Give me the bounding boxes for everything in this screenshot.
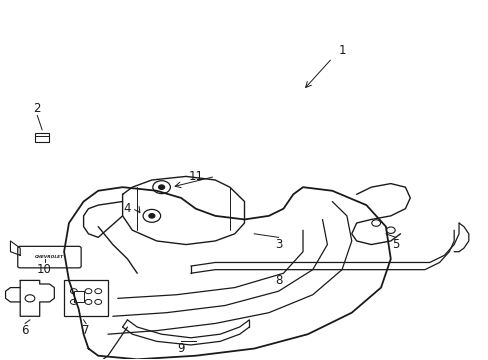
Bar: [74, 291, 83, 302]
Text: 1: 1: [338, 44, 345, 57]
Circle shape: [149, 214, 155, 218]
Text: 2: 2: [34, 102, 41, 115]
Text: 11: 11: [188, 170, 203, 183]
Bar: [35, 134, 49, 142]
Text: 6: 6: [21, 324, 29, 337]
Text: 7: 7: [82, 324, 90, 337]
Text: 4: 4: [123, 202, 131, 215]
Text: 3: 3: [274, 238, 282, 251]
Text: 10: 10: [37, 263, 52, 276]
Text: 8: 8: [274, 274, 282, 287]
Text: 5: 5: [391, 238, 399, 251]
Circle shape: [158, 185, 164, 189]
Bar: [64, 280, 108, 316]
Text: 9: 9: [177, 342, 184, 355]
Text: CHEVROLET: CHEVROLET: [35, 255, 64, 259]
FancyBboxPatch shape: [18, 246, 81, 268]
